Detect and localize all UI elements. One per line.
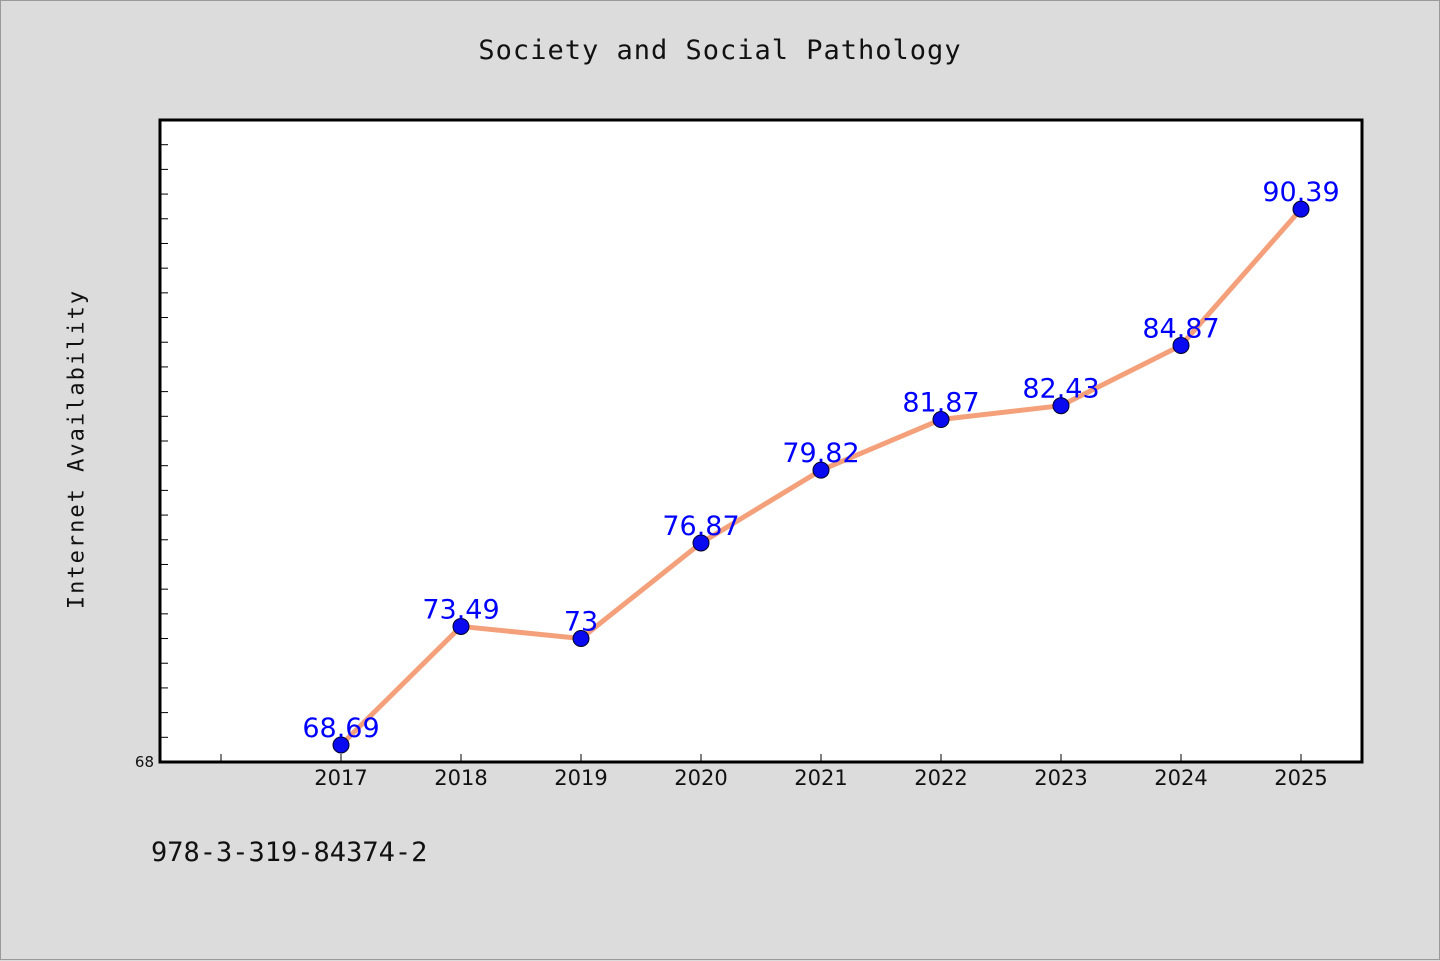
y-tick-label: 68 [135,753,154,771]
data-label: 90.39 [1262,177,1339,208]
data-label: 68.69 [302,713,379,744]
axis-ticks: 68 2017 2018 2019 2020 2021 2022 2023 2024 2025 [135,144,1328,790]
x-tick-label: 2022 [914,766,967,790]
series-group: 68.69 73.49 73 76.87 79.82 81.87 82.43 84.87 90.… [302,177,1340,754]
data-label: 76.87 [662,511,739,542]
chart-title: Society and Social Pathology [478,35,962,66]
data-label: 82.43 [1022,374,1099,405]
data-label: 81.87 [902,388,979,419]
data-point [692,534,710,552]
data-label: 84.87 [1142,313,1219,344]
data-point [1172,336,1190,354]
x-tick-label: 2019 [554,766,607,790]
x-tick-label: 2024 [1154,766,1207,790]
data-point [1052,397,1070,415]
data-point [452,617,470,635]
data-label: 73 [564,607,598,638]
footer-isbn: 978-3-319-84374-2 [151,837,428,868]
x-tick-label: 2023 [1034,766,1087,790]
x-tick-label: 2020 [674,766,727,790]
data-point [1292,200,1310,218]
x-tick-label: 2018 [434,766,487,790]
data-label: 79.82 [782,438,859,469]
data-point [932,411,950,429]
plot-area [158,118,1364,764]
x-tick-label: 2025 [1274,766,1327,790]
x-tick-label: 2017 [314,766,367,790]
data-label: 73.49 [422,594,499,625]
data-point [572,630,590,648]
data-point [812,461,830,479]
data-point [332,736,350,754]
x-tick-label: 2021 [794,766,847,790]
